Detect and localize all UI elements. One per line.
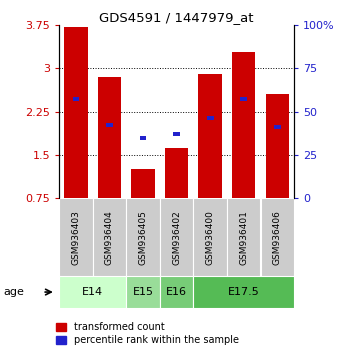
Bar [274,125,281,129]
Bar [126,198,160,276]
Bar [207,116,214,120]
Bar [193,276,294,308]
Bar [165,148,188,198]
Title: GDS4591 / 1447979_at: GDS4591 / 1447979_at [99,11,254,24]
Bar [198,74,222,198]
Bar [93,198,126,276]
Bar [59,276,126,308]
Bar [261,198,294,276]
Text: GSM936402: GSM936402 [172,210,181,264]
Text: E16: E16 [166,287,187,297]
Bar [193,198,227,276]
Text: age: age [3,287,24,297]
Bar [240,97,247,101]
Text: E14: E14 [82,287,103,297]
Bar [126,276,160,308]
Bar [160,276,193,308]
Bar [106,123,113,127]
Bar [173,132,180,136]
Bar [140,136,146,139]
Text: GSM936401: GSM936401 [239,210,248,265]
Text: E17.5: E17.5 [228,287,260,297]
Text: GSM936405: GSM936405 [139,210,148,265]
Legend: transformed count, percentile rank within the sample: transformed count, percentile rank withi… [52,319,242,349]
Text: E15: E15 [132,287,153,297]
Bar [131,169,155,198]
Text: GSM936400: GSM936400 [206,210,215,265]
Text: GSM936406: GSM936406 [273,210,282,265]
Bar [160,198,193,276]
Text: GSM936403: GSM936403 [71,210,80,265]
Bar [232,52,256,198]
Bar [73,97,79,101]
Bar [59,198,93,276]
Bar [227,198,261,276]
Bar [98,77,121,198]
Bar [266,94,289,198]
Bar [64,27,88,198]
Text: GSM936404: GSM936404 [105,210,114,264]
